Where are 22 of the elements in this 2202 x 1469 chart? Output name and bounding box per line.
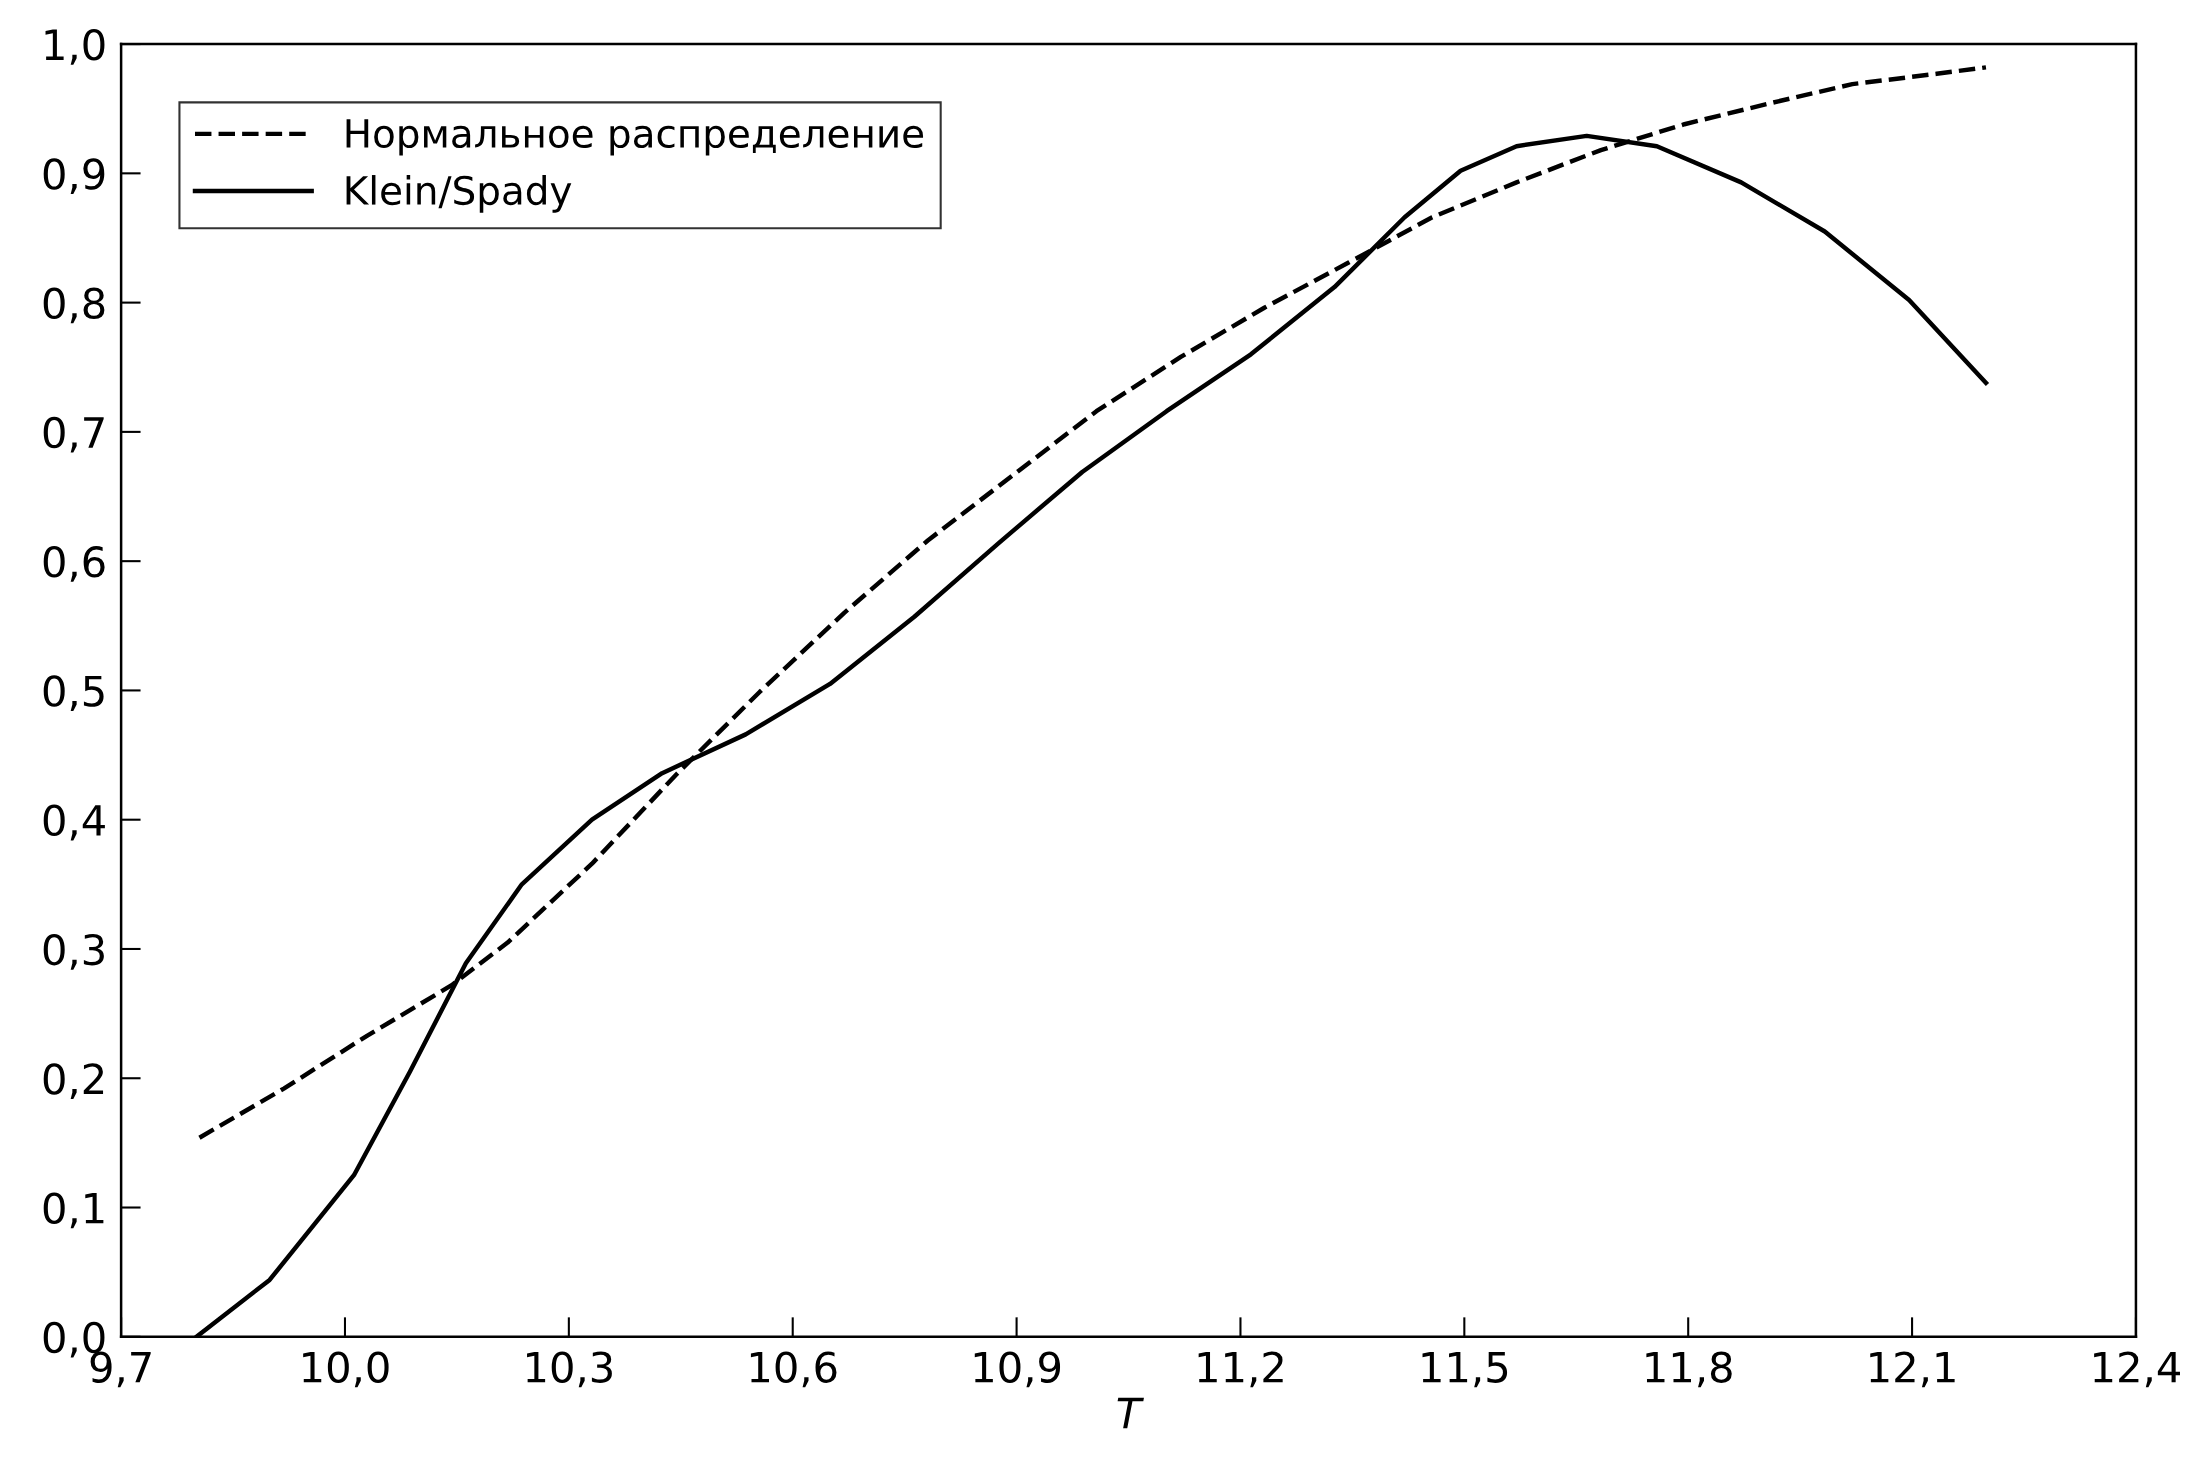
legend-label: Нормальное распределение <box>346 119 924 156</box>
x-tick-label: 10,9 <box>974 1351 1061 1388</box>
legend-label: Klein/Spady <box>346 175 572 213</box>
y-tick-label: 0,9 <box>43 158 105 195</box>
x-tick-label: 10,0 <box>303 1351 389 1388</box>
x-tick-label: 12,1 <box>1870 1351 1955 1388</box>
y-tick-label: 1,0 <box>45 28 105 65</box>
y-tick-label: 0,5 <box>43 675 104 712</box>
x-tick-label: 11,5 <box>1422 1351 1508 1388</box>
y-tick-label: 0,8 <box>43 287 105 324</box>
y-tick-label: 0,6 <box>43 546 105 582</box>
x-tick-label: 11,2 <box>1198 1351 1283 1388</box>
x-axis-title: T <box>1117 1397 1144 1429</box>
x-tick-label: 10,3 <box>527 1351 612 1388</box>
y-tick-label: 0,2 <box>43 1063 104 1099</box>
y-tick-label: 0,3 <box>43 933 104 970</box>
x-tick-label: 11,8 <box>1646 1351 1732 1388</box>
x-tick-label: 12,4 <box>2094 1351 2180 1388</box>
y-tick-label: 0,7 <box>43 416 104 453</box>
y-tick-label: 0,4 <box>43 804 105 841</box>
y-tick-label: 0,1 <box>43 1192 104 1229</box>
x-tick-label: 10,6 <box>750 1351 837 1388</box>
